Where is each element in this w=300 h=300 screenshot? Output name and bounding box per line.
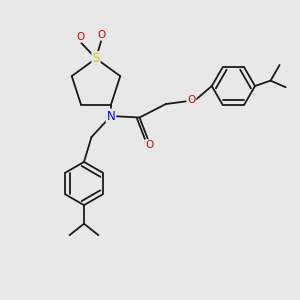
- Text: O: O: [187, 95, 196, 105]
- Text: O: O: [145, 140, 154, 150]
- Text: O: O: [97, 30, 106, 40]
- Text: S: S: [92, 52, 100, 65]
- Text: N: N: [106, 110, 116, 122]
- Text: O: O: [76, 32, 85, 42]
